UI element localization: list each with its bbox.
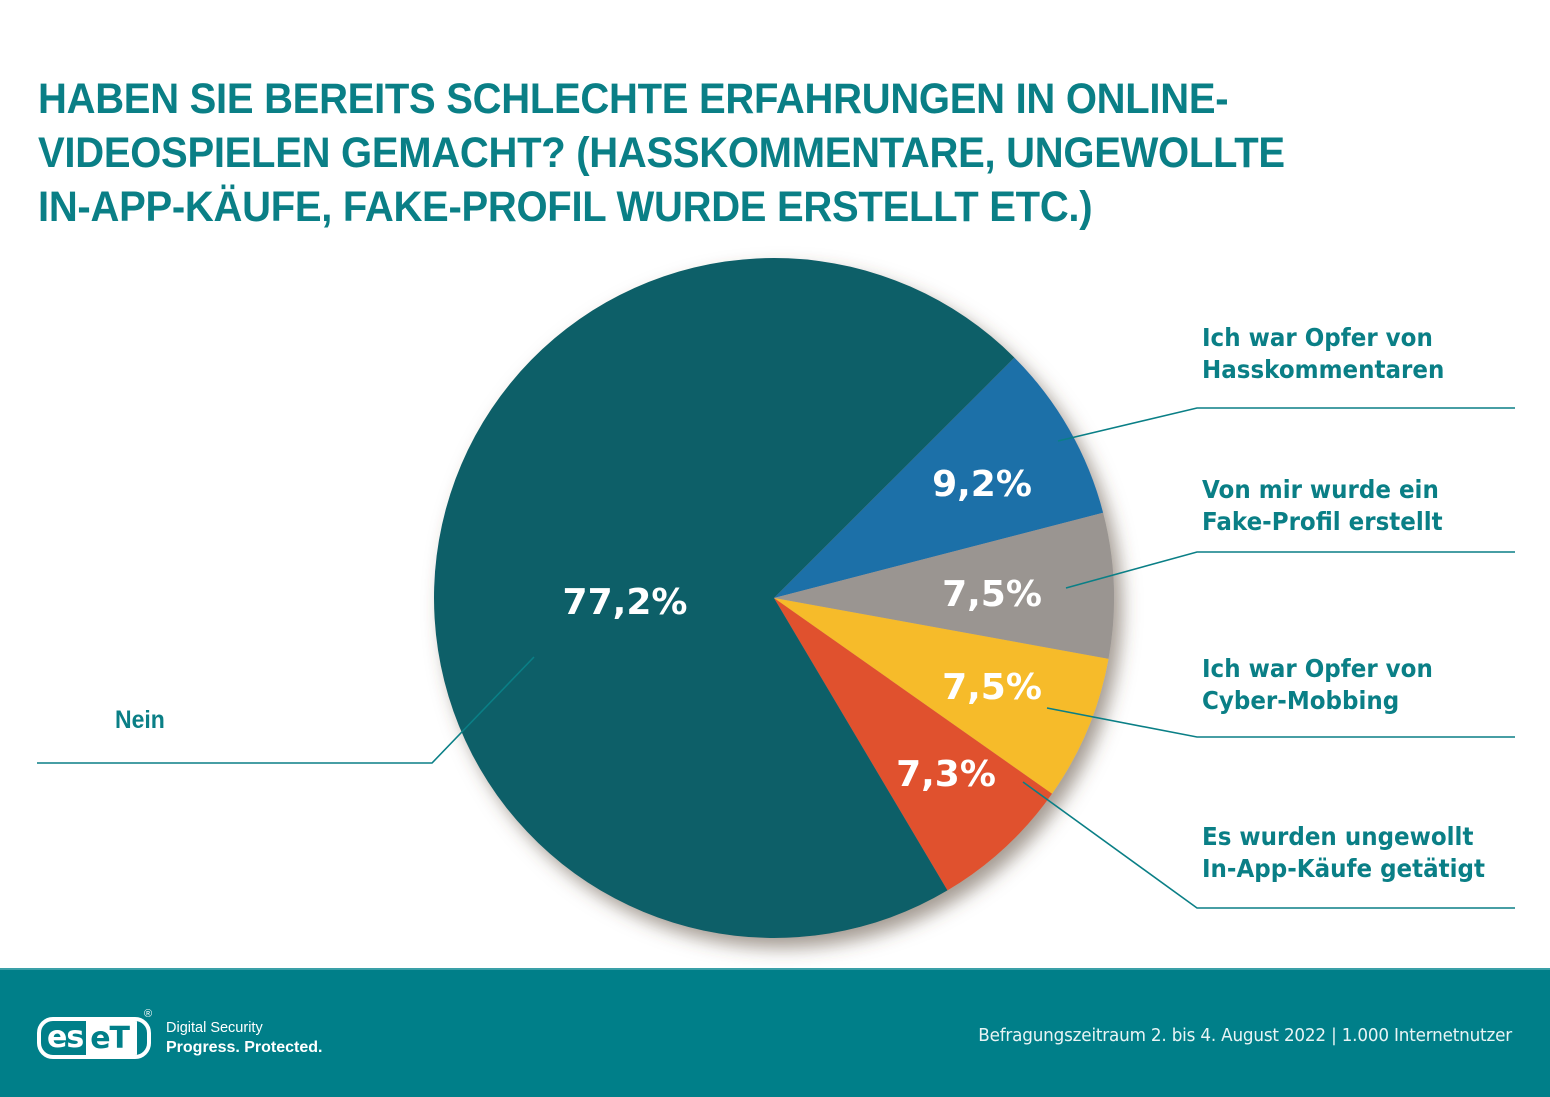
value-label-5: 77,2% <box>563 582 688 623</box>
leader-line-2 <box>1065 551 1515 589</box>
pie-slice-5 <box>434 257 1015 938</box>
legend-label-in-app-kaeufe: Es wurden ungewollt In-App-Käufe getätig… <box>1202 822 1486 883</box>
pie-slice-3 <box>774 598 1109 794</box>
survey-source-note: Befragungszeitraum 2. bis 4. August 2022… <box>978 1026 1512 1046</box>
logo-text-et: eT <box>86 1021 138 1055</box>
legend-label-hasskommentare: Ich war Opfer von Hasskommentaren <box>1202 323 1445 384</box>
pie-chart: 9,2% 7,5% 7,5% 7,3% 77,2% <box>37 257 1515 938</box>
eset-logo: es eT <box>37 1017 151 1059</box>
legend-label-fake-profil: Von mir wurde ein Fake-Profil erstellt <box>1202 475 1443 536</box>
leader-line-1 <box>1057 407 1515 442</box>
value-label-1: 9,2% <box>932 464 1032 505</box>
pie-slice-2 <box>774 512 1114 659</box>
leader-line-5 <box>37 656 535 764</box>
title-line: HABEN SIE BEREITS SCHLECHTE ERFAHRUNGEN … <box>38 75 1229 123</box>
pie-slice-1 <box>774 357 1104 598</box>
leader-line-4 <box>1022 781 1515 909</box>
registered-trademark-icon: ® <box>144 1008 153 1020</box>
value-labels: 9,2% 7,5% 7,5% 7,3% 77,2% <box>563 464 1042 795</box>
title-line: IN-APP-KÄUFE, FAKE-PROFIL WURDE ERSTELLT… <box>38 183 1093 231</box>
value-label-2: 7,5% <box>942 574 1042 615</box>
pie-slice-4 <box>774 598 1053 891</box>
chart-title: HABEN SIE BEREITS SCHLECHTE ERFAHRUNGEN … <box>38 72 1414 234</box>
title-line: VIDEOSPIELEN GEMACHT? (HASSKOMMENTARE, U… <box>38 129 1285 177</box>
tagline-progress-protected: Progress. Protected. <box>166 1039 323 1056</box>
value-label-3: 7,5% <box>942 667 1042 708</box>
legend-label-nein: Nein <box>115 706 165 734</box>
pie-slices <box>434 257 1114 938</box>
value-label-4: 7,3% <box>896 754 996 795</box>
leader-line-3 <box>1046 707 1515 738</box>
logo-text-es: es <box>47 1020 84 1055</box>
leader-lines <box>37 407 1515 909</box>
footer-bar <box>0 968 1550 1097</box>
legend-label-cyber-mobbing: Ich war Opfer von Cyber-Mobbing <box>1202 654 1433 715</box>
tagline-digital-security: Digital Security <box>166 1020 263 1036</box>
